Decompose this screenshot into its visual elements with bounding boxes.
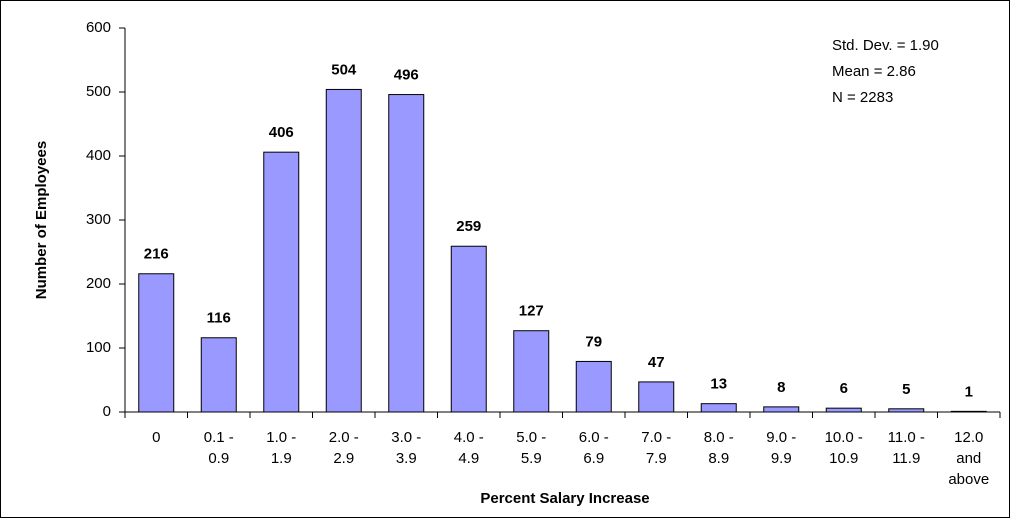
value-label: 116 <box>207 310 231 327</box>
value-label: 6 <box>840 380 848 397</box>
x-tick-label: 9.0 - <box>766 429 796 446</box>
value-label: 79 <box>585 333 602 350</box>
y-tick-label: 600 <box>86 19 111 36</box>
x-tick-label: and <box>956 450 981 467</box>
bar <box>575 360 612 413</box>
value-label: 216 <box>144 246 169 263</box>
value-label: 504 <box>331 61 357 78</box>
x-tick-label: 2.0 - <box>329 429 359 446</box>
value-label: 5 <box>902 381 910 398</box>
x-tick-label: 3.0 - <box>391 429 421 446</box>
x-tick-label: 4.0 - <box>454 429 484 446</box>
x-tick-label: 1.0 - <box>266 429 296 446</box>
x-tick-label: 5.0 - <box>516 429 546 446</box>
y-tick-label: 500 <box>86 83 111 100</box>
annotation: Mean = 2.86 <box>832 63 916 80</box>
x-tick-label: 8.0 - <box>704 429 734 446</box>
x-tick-label: 6.0 - <box>579 429 609 446</box>
x-tick-label: 10.0 - <box>825 429 863 446</box>
x-tick-label: 0.9 <box>208 450 229 467</box>
x-tick-label: 4.9 <box>458 450 479 467</box>
bar <box>263 151 300 413</box>
x-tick-label: 9.9 <box>771 450 792 467</box>
x-tick-label: 1.9 <box>271 450 292 467</box>
bar <box>200 337 237 413</box>
x-tick-label: 0 <box>152 429 160 446</box>
y-tick-label: 0 <box>103 403 111 420</box>
x-tick-label: 12.0 <box>954 429 983 446</box>
bar <box>513 330 550 413</box>
value-label: 47 <box>648 354 665 371</box>
x-tick-label: 6.9 <box>583 450 604 467</box>
value-label: 496 <box>394 67 419 84</box>
bar <box>450 245 487 413</box>
bar <box>325 88 362 413</box>
x-tick-label: 10.9 <box>829 450 858 467</box>
y-tick-label: 300 <box>86 211 111 228</box>
value-label: 13 <box>710 376 727 393</box>
x-tick-label: above <box>948 471 989 488</box>
value-label: 8 <box>777 379 785 396</box>
x-tick-label: 3.9 <box>396 450 417 467</box>
x-tick-label: 7.9 <box>646 450 667 467</box>
x-tick-label: 5.9 <box>521 450 542 467</box>
annotation: Std. Dev. = 1.90 <box>832 37 939 54</box>
bar <box>638 381 675 413</box>
y-tick-label: 400 <box>86 147 111 164</box>
x-tick-label: 11.9 <box>892 450 920 467</box>
bar <box>763 406 800 413</box>
x-tick-label: 0.1 - <box>204 429 234 446</box>
bar <box>825 407 862 413</box>
bar <box>138 273 175 413</box>
bar <box>388 94 425 413</box>
bar <box>700 403 737 413</box>
x-tick-label: 8.9 <box>708 450 729 467</box>
value-label: 406 <box>269 124 294 141</box>
x-tick-label: 2.9 <box>333 450 354 467</box>
value-label: 127 <box>519 303 544 320</box>
x-tick-label: 11.0 - <box>888 429 925 446</box>
x-axis-title: Percent Salary Increase <box>480 490 649 507</box>
value-label: 1 <box>965 383 973 400</box>
y-tick-label: 100 <box>86 339 111 356</box>
x-tick-label: 7.0 - <box>641 429 671 446</box>
y-axis-title: Number of Employees <box>33 141 50 299</box>
value-label: 259 <box>456 218 481 235</box>
annotation: N = 2283 <box>832 89 893 106</box>
y-tick-label: 200 <box>86 275 111 292</box>
